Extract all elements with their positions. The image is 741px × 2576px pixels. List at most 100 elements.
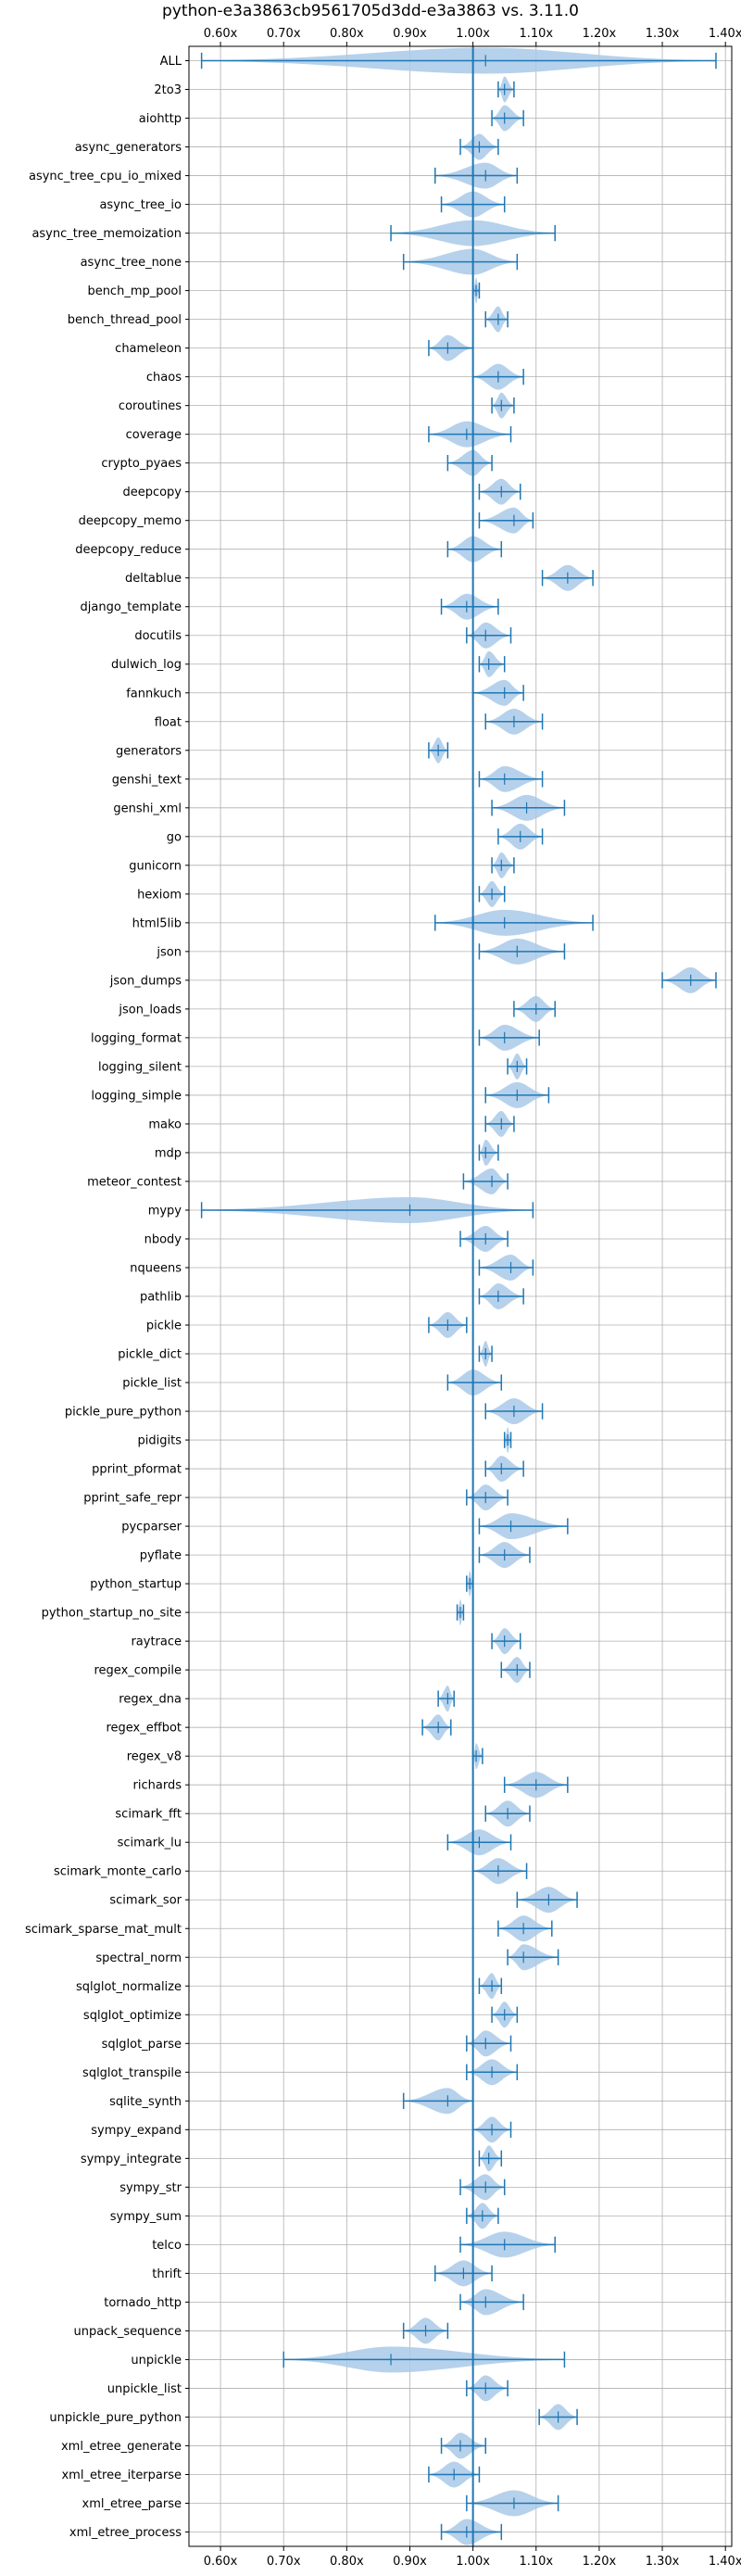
category-label-deepcopy: deepcopy <box>122 486 182 499</box>
category-label-sympy_sum: sympy_sum <box>110 2210 182 2224</box>
category-label-pickle_pure_python: pickle_pure_python <box>65 1406 182 1420</box>
category-label-async_tree_io: async_tree_io <box>99 198 182 212</box>
category-label-html5lib: html5lib <box>132 916 182 930</box>
category-label-pickle_list: pickle_list <box>122 1377 182 1391</box>
category-label-regex_effbot: regex_effbot <box>106 1722 182 1736</box>
category-label-coroutines: coroutines <box>119 399 182 413</box>
category-label-regex_dna: regex_dna <box>119 1693 182 1707</box>
category-label-pickle_dict: pickle_dict <box>118 1348 182 1362</box>
category-label-fannkuch: fannkuch <box>126 687 182 701</box>
x-tick-label-bottom: 0.90x <box>393 2555 427 2569</box>
category-label-float: float <box>155 715 182 729</box>
category-label-chaos: chaos <box>146 371 182 385</box>
category-label-json: json <box>156 945 182 959</box>
category-label-sympy_expand: sympy_expand <box>91 2124 182 2138</box>
category-label-async_tree_none: async_tree_none <box>81 256 182 270</box>
category-label-tornado_http: tornado_http <box>104 2296 182 2310</box>
category-label-go: go <box>167 830 182 844</box>
category-label-pickle: pickle <box>146 1320 182 1333</box>
category-label-nqueens: nqueens <box>130 1261 182 1275</box>
category-label-xml_etree_process: xml_etree_process <box>69 2526 182 2540</box>
category-label-python_startup_no_site: python_startup_no_site <box>42 1607 182 1621</box>
category-label-unpickle_pure_python: unpickle_pure_python <box>49 2411 182 2425</box>
x-tick-label-top: 1.10x <box>519 27 553 41</box>
category-label-mdp: mdp <box>155 1146 182 1160</box>
category-label-meteor_contest: meteor_contest <box>87 1175 182 1189</box>
category-label-bench_mp_pool: bench_mp_pool <box>87 284 182 298</box>
category-label-scimark_sor: scimark_sor <box>109 1894 182 1908</box>
category-label-scimark_sparse_mat_mult: scimark_sparse_mat_mult <box>25 1923 182 1937</box>
x-tick-label-bottom: 1.10x <box>519 2555 553 2569</box>
x-tick-label-top: 0.80x <box>330 27 364 41</box>
category-label-genshi_text: genshi_text <box>112 773 182 787</box>
category-label-ALL: ALL <box>160 55 182 69</box>
category-label-deepcopy_memo: deepcopy_memo <box>79 514 182 528</box>
category-label-logging_simple: logging_simple <box>91 1089 182 1103</box>
category-label-pyflate: pyflate <box>140 1549 182 1563</box>
x-tick-label-top: 1.00x <box>456 27 490 41</box>
category-label-django_template: django_template <box>81 600 182 614</box>
category-label-scimark_lu: scimark_lu <box>118 1837 182 1850</box>
category-label-scimark_fft: scimark_fft <box>115 1808 182 1822</box>
x-tick-label-top: 0.60x <box>204 27 238 41</box>
category-label-nbody: nbody <box>144 1232 182 1246</box>
category-label-docutils: docutils <box>134 629 182 643</box>
chart-title: python-e3a3863cb9561705d3dd-e3a3863 vs. … <box>162 2 579 20</box>
x-tick-label-bottom: 0.80x <box>330 2555 364 2569</box>
x-tick-label-bottom: 1.40x <box>709 2555 741 2569</box>
category-label-logging_format: logging_format <box>91 1031 182 1045</box>
category-label-pprint_pformat: pprint_pformat <box>92 1463 182 1477</box>
category-label-sqlglot_transpile: sqlglot_transpile <box>82 2066 182 2080</box>
category-label-raytrace: raytrace <box>131 1635 182 1649</box>
grid <box>189 46 732 2546</box>
category-label-json_loads: json_loads <box>118 1003 182 1017</box>
category-label-xml_etree_generate: xml_etree_generate <box>61 2440 182 2454</box>
category-label-async_tree_memoization: async_tree_memoization <box>31 227 182 241</box>
x-tick-label-bottom: 1.30x <box>646 2555 680 2569</box>
category-label-xml_etree_parse: xml_etree_parse <box>82 2497 182 2511</box>
category-label-mypy: mypy <box>148 1204 182 1218</box>
labels: 0.60x 0.60x 0.70x 0.70x 0.80x 0.80x 0.90x 0.90x… <box>25 27 741 2569</box>
category-label-bench_thread_pool: bench_thread_pool <box>68 313 182 327</box>
category-label-genshi_xml: genshi_xml <box>113 802 182 815</box>
category-label-pidigits: pidigits <box>138 1434 182 1448</box>
category-label-2to3: 2to3 <box>154 83 182 97</box>
category-label-hexiom: hexiom <box>137 888 182 902</box>
category-label-gunicorn: gunicorn <box>129 859 182 873</box>
category-label-sympy_integrate: sympy_integrate <box>81 2153 182 2166</box>
plot-frame <box>188 45 733 2547</box>
category-label-unpickle: unpickle <box>131 2354 182 2368</box>
x-tick-label-bottom: 1.00x <box>456 2555 490 2569</box>
category-label-async_tree_cpu_io_mixed: async_tree_cpu_io_mixed <box>29 170 182 183</box>
category-label-sympy_str: sympy_str <box>119 2181 182 2195</box>
category-label-pprint_safe_repr: pprint_safe_repr <box>83 1492 182 1506</box>
axes <box>185 42 733 2551</box>
category-label-richards: richards <box>133 1779 182 1793</box>
category-label-deltablue: deltablue <box>125 572 182 586</box>
category-label-sqlglot_optimize: sqlglot_optimize <box>83 2009 182 2023</box>
category-label-async_generators: async_generators <box>75 141 182 155</box>
category-label-sqlite_synth: sqlite_synth <box>109 2095 182 2109</box>
category-label-pathlib: pathlib <box>140 1291 182 1305</box>
category-label-deepcopy_reduce: deepcopy_reduce <box>75 543 182 557</box>
category-label-dulwich_log: dulwich_log <box>111 658 182 672</box>
category-label-pycparser: pycparser <box>121 1521 182 1534</box>
category-label-unpickle_list: unpickle_list <box>107 2382 182 2396</box>
category-label-xml_etree_iterparse: xml_etree_iterparse <box>61 2469 182 2482</box>
category-label-generators: generators <box>116 744 182 758</box>
x-tick-label-top: 0.90x <box>393 27 427 41</box>
category-label-telco: telco <box>152 2239 182 2253</box>
category-label-sqlglot_parse: sqlglot_parse <box>102 2038 182 2052</box>
category-label-thrift: thrift <box>152 2267 182 2281</box>
category-label-json_dumps: json_dumps <box>109 974 182 988</box>
x-tick-label-bottom: 0.70x <box>267 2555 301 2569</box>
x-tick-label-top: 1.30x <box>646 27 680 41</box>
category-label-chameleon: chameleon <box>115 342 182 356</box>
x-tick-label-top: 0.70x <box>267 27 301 41</box>
x-tick-label-bottom: 0.60x <box>204 2555 238 2569</box>
category-label-spectral_norm: spectral_norm <box>95 1951 182 1965</box>
category-label-crypto_pyaes: crypto_pyaes <box>101 457 182 471</box>
x-tick-label-top: 1.20x <box>583 27 617 41</box>
category-label-logging_silent: logging_silent <box>98 1060 182 1074</box>
